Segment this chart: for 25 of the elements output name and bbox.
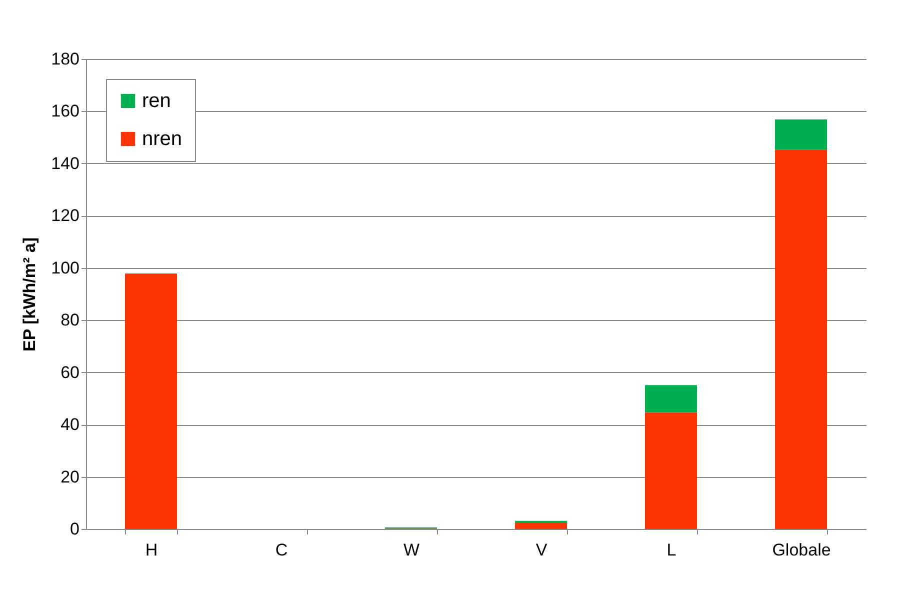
bar	[645, 385, 697, 412]
bar	[125, 274, 177, 529]
bar	[645, 412, 697, 529]
y-tick-label: 40	[60, 415, 80, 434]
y-tick-label: 100	[51, 258, 80, 278]
y-tick-label: 120	[51, 206, 80, 226]
y-tick-label: 0	[70, 520, 80, 538]
x-tick-label: C	[275, 540, 288, 560]
x-tick-label: H	[145, 540, 158, 560]
bar	[515, 522, 567, 529]
y-tick-label: 20	[60, 467, 80, 486]
y-axis-title: EP [kWh/m² a]	[20, 238, 40, 352]
x-tick-label: Globale	[772, 540, 831, 560]
legend-label: ren	[142, 90, 171, 112]
x-tick-label: W	[403, 540, 420, 560]
bar	[775, 150, 827, 529]
y-tick-label: 60	[60, 362, 80, 382]
y-tick-label: 160	[51, 102, 80, 121]
x-tick-label: V	[536, 540, 548, 560]
y-tick-label: 80	[60, 310, 80, 330]
legend-label: nren	[142, 128, 182, 150]
bar	[775, 119, 827, 150]
x-tick-label: L	[666, 540, 676, 560]
y-tick-label: 140	[51, 154, 80, 173]
y-tick-label: 180	[51, 50, 80, 68]
